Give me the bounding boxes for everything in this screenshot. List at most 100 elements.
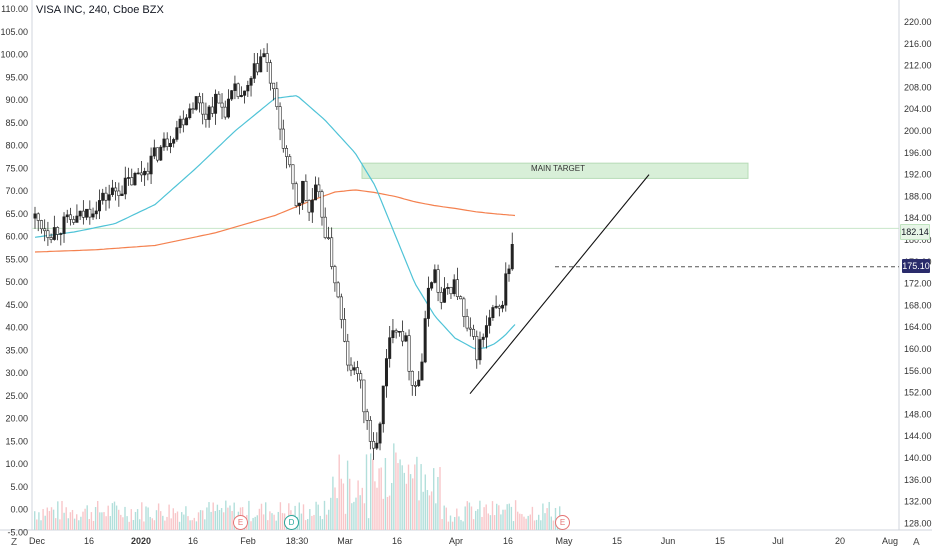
candle-body — [91, 213, 95, 218]
volume-bar — [231, 510, 233, 530]
volume-bar — [365, 454, 368, 530]
volume-bar — [92, 520, 95, 530]
time-tick-label: Jun — [661, 536, 676, 546]
right-tick-label: 136.00 — [904, 475, 932, 485]
volume-bar — [307, 519, 309, 530]
left-tick-label: -5.00 — [7, 527, 28, 537]
volume-bar — [325, 514, 328, 530]
left-tick-label: 90.00 — [5, 95, 28, 105]
candle-body — [120, 193, 124, 196]
volume-bar — [460, 519, 462, 530]
candle-body — [49, 237, 53, 240]
volume-bar — [40, 520, 42, 530]
time-tick-label: Apr — [449, 536, 463, 546]
volume-bar — [378, 468, 380, 530]
volume-bar — [466, 501, 468, 530]
candle-body — [481, 336, 485, 340]
left-tick-label: 5.00 — [10, 482, 28, 492]
time-tick-label: 16 — [188, 536, 198, 546]
volume-bar — [533, 520, 536, 530]
right-tick-label: 200.00 — [904, 126, 932, 136]
right-tick-label: 196.00 — [904, 148, 932, 158]
candle-body — [488, 317, 492, 326]
volume-bar — [252, 517, 254, 530]
volume-bar — [367, 518, 370, 530]
volume-bar — [164, 520, 166, 530]
candle-body — [217, 93, 221, 104]
plot-background — [32, 0, 899, 530]
auto-scale-button[interactable]: A — [913, 537, 920, 548]
volume-bar — [166, 516, 168, 530]
volume-bar — [273, 514, 275, 530]
candle-body — [359, 373, 363, 381]
volume-bar — [63, 512, 65, 530]
candle-body — [410, 370, 414, 386]
volume-bar — [210, 511, 212, 530]
volume-bar — [178, 521, 181, 530]
volume-bar — [162, 515, 164, 530]
candle-body — [301, 180, 305, 204]
earnings-event-icon[interactable]: E — [555, 515, 570, 530]
candle-body — [372, 441, 376, 449]
candle-body — [407, 335, 411, 372]
left-tick-label: 40.00 — [5, 323, 28, 333]
candle-body — [252, 63, 256, 79]
volume-bar — [279, 502, 282, 530]
candle-body — [43, 228, 47, 232]
volume-bar — [548, 501, 550, 530]
volume-bar — [456, 508, 458, 530]
volume-bar — [313, 514, 315, 530]
volume-bar — [405, 483, 408, 530]
candle-body — [314, 184, 318, 201]
volume-bar — [401, 465, 403, 530]
dividend-event-icon[interactable]: D — [284, 515, 299, 530]
volume-bar — [126, 516, 128, 530]
right-tick-label: 212.00 — [904, 61, 932, 71]
right-tick-label: 184.00 — [904, 213, 932, 223]
volume-bar — [36, 519, 38, 530]
left-tick-label: 55.00 — [5, 254, 28, 264]
volume-bar — [97, 500, 99, 530]
volume-bar — [542, 503, 544, 530]
volume-bar — [139, 519, 141, 530]
volume-bar — [199, 510, 202, 530]
candle-body — [507, 268, 511, 275]
volume-bar — [334, 487, 336, 530]
volume-bar — [69, 512, 72, 530]
volume-bar — [458, 516, 460, 530]
volume-bar — [546, 508, 548, 530]
volume-bar — [248, 500, 250, 530]
candle-body — [459, 296, 463, 300]
volume-bar — [84, 508, 86, 530]
earnings-event-icon[interactable]: E — [233, 515, 248, 530]
candle-body — [159, 146, 163, 161]
volume-bar — [409, 474, 412, 530]
volume-bar — [391, 483, 393, 530]
volume-bar — [412, 478, 414, 530]
volume-bar — [103, 512, 105, 530]
volume-bar — [418, 500, 420, 530]
candle-body — [226, 98, 230, 118]
volume-bar — [493, 515, 496, 530]
volume-bar — [435, 503, 437, 530]
volume-bar — [206, 507, 208, 530]
volume-bar — [269, 511, 271, 530]
volume-bar — [197, 512, 200, 530]
zoom-button[interactable]: Z — [11, 537, 18, 548]
candle-body — [204, 113, 208, 120]
candle-body — [52, 227, 56, 240]
volume-bar — [229, 505, 231, 530]
volume-bar — [510, 506, 513, 530]
right-tick-label: 152.00 — [904, 388, 932, 398]
volume-bar — [300, 513, 303, 530]
right-tick-label: 168.00 — [904, 300, 932, 310]
candle-body — [101, 192, 105, 201]
volume-bar — [403, 472, 405, 530]
candle-body — [339, 296, 343, 320]
left-tick-label: 85.00 — [5, 118, 28, 128]
candle-body — [146, 170, 150, 175]
volume-bar — [483, 507, 485, 530]
candle-body — [391, 330, 395, 339]
